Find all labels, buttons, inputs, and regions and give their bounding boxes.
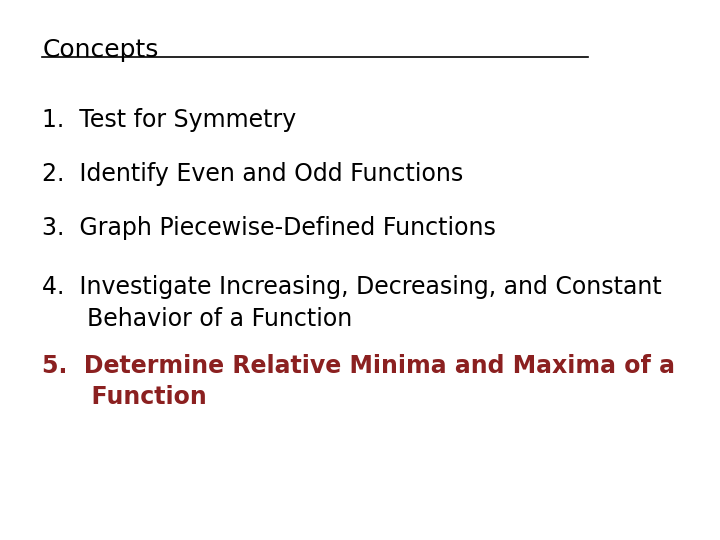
Text: 5.  Determine Relative Minima and Maxima of a
      Function: 5. Determine Relative Minima and Maxima …: [42, 354, 675, 409]
Text: 4.  Investigate Increasing, Decreasing, and Constant
      Behavior of a Functio: 4. Investigate Increasing, Decreasing, a…: [42, 275, 662, 331]
Text: Concepts: Concepts: [42, 38, 159, 62]
Text: 3.  Graph Piecewise-Defined Functions: 3. Graph Piecewise-Defined Functions: [42, 216, 496, 240]
Text: 1.  Test for Symmetry: 1. Test for Symmetry: [42, 108, 297, 132]
Text: 2.  Identify Even and Odd Functions: 2. Identify Even and Odd Functions: [42, 162, 464, 186]
